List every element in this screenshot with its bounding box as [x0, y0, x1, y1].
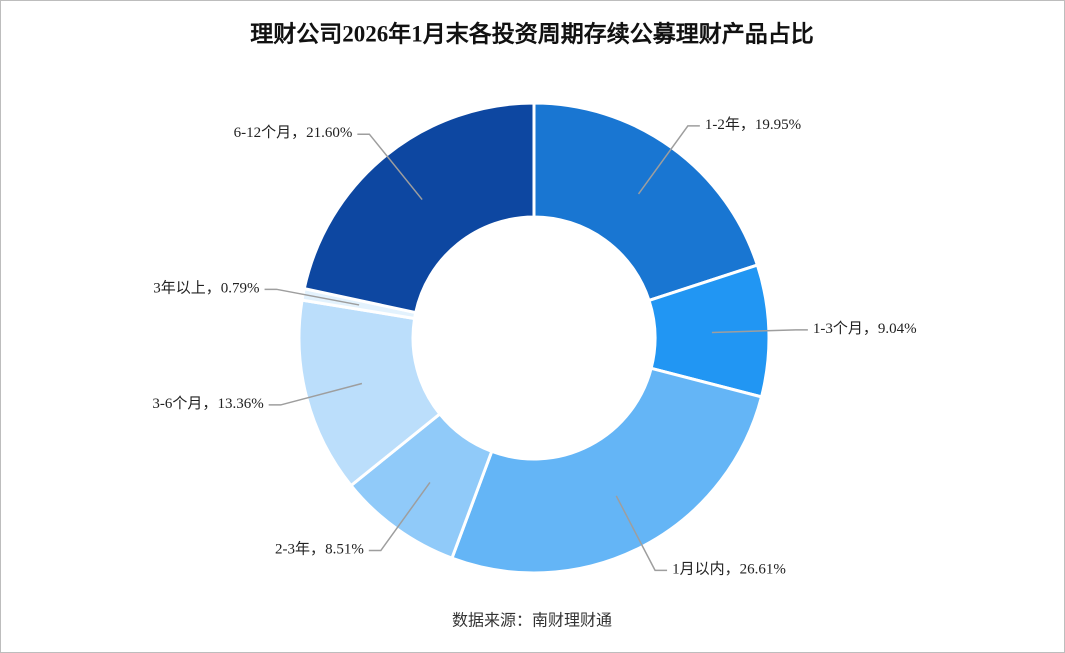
data-label: 6-12个月，21.60%	[234, 125, 353, 142]
data-label: 3-6个月，13.36%	[152, 395, 263, 412]
data-label: 3年以上，0.79%	[153, 280, 259, 297]
leader-line	[357, 133, 423, 201]
label-separator: ，	[725, 562, 740, 578]
label-value: 9.04%	[878, 321, 917, 337]
label-separator: ，	[863, 321, 878, 337]
label-value: 0.79%	[221, 281, 260, 297]
leader-line	[264, 288, 360, 306]
label-separator: ，	[202, 396, 217, 412]
label-name: 6-12个月	[234, 125, 292, 142]
data-label: 1月以内，26.61%	[672, 561, 786, 578]
leader-line	[368, 481, 431, 552]
label-name: 3年以上	[153, 280, 206, 297]
data-label: 1-3个月，9.04%	[813, 320, 917, 337]
leader-line	[711, 329, 808, 334]
leader-line	[268, 382, 363, 406]
label-separator: ，	[291, 126, 306, 142]
leader-line	[615, 495, 668, 572]
label-name: 2-3年	[275, 541, 310, 558]
label-name: 1月以内	[672, 561, 725, 578]
label-value: 19.95%	[755, 117, 801, 133]
donut-slice	[302, 101, 536, 315]
label-separator: ，	[740, 117, 755, 133]
leader-line	[637, 125, 700, 195]
label-separator: ，	[206, 281, 221, 297]
label-value: 21.60%	[306, 126, 352, 142]
data-label: 1-2年，19.95%	[705, 116, 801, 133]
label-name: 3-6个月	[152, 395, 202, 412]
label-value: 13.36%	[217, 396, 263, 412]
donut-slice	[532, 101, 760, 303]
donut-slice	[449, 366, 764, 575]
data-label: 2-3年，8.51%	[275, 541, 364, 558]
source-note: 数据来源：南财理财通	[452, 612, 612, 630]
label-name: 1-2年	[705, 116, 740, 133]
chart-title: 理财公司2026年1月末各投资周期存续公募理财产品占比	[250, 20, 814, 46]
label-value: 26.61%	[740, 562, 786, 578]
label-separator: ，	[310, 542, 325, 558]
label-value: 8.51%	[325, 542, 364, 558]
label-name: 1-3个月	[813, 320, 863, 337]
